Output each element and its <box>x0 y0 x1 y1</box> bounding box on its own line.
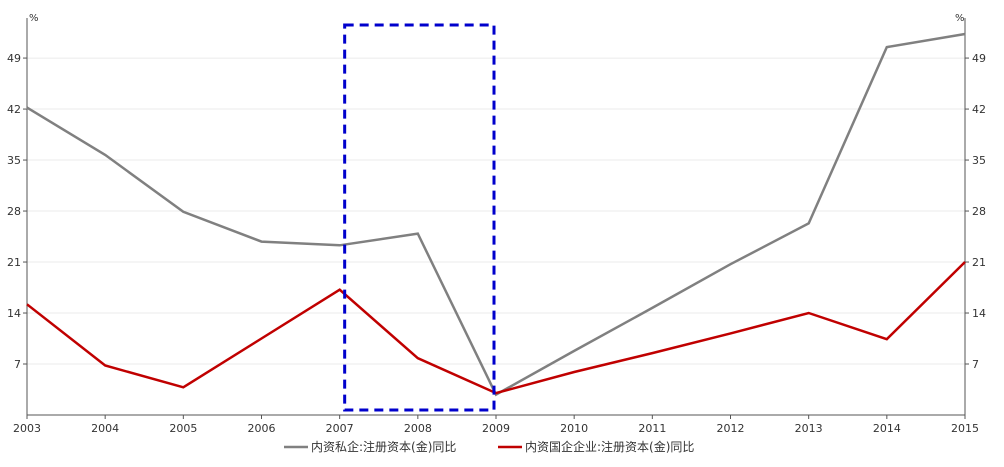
axes: 7 14 21 28 35 42 49 7 14 21 28 35 42 49% % 2003 2004 2005… <box>7 13 986 435</box>
y-right-tick-label: 14 <box>972 307 986 320</box>
y-right-tick-label: 49 <box>972 52 986 65</box>
y-left-tick-label: 7 <box>14 358 21 371</box>
x-tick-label: 2014 <box>873 422 901 435</box>
x-tick-label: 2012 <box>717 422 745 435</box>
y-left-tick-label: 49 <box>7 52 21 65</box>
x-tick-label: 2009 <box>482 422 510 435</box>
y-left-tick-label: 35 <box>7 154 21 167</box>
legend-label-1: 内资私企:注册资本(金)同比 <box>311 439 456 454</box>
y-right-tick-label: 35 <box>972 154 986 167</box>
highlight-box <box>343 23 496 412</box>
series-lines <box>26 32 966 397</box>
x-tick-label: 2003 <box>13 422 41 435</box>
highlight-box-group <box>343 23 496 412</box>
y-right-tick-label: 28 <box>972 205 986 218</box>
series-line-1 <box>26 32 966 397</box>
x-tick-label: 2004 <box>91 422 119 435</box>
y-left-tick-label: 14 <box>7 307 21 320</box>
x-tick-label: 2007 <box>326 422 354 435</box>
x-tick-label: 2015 <box>951 422 979 435</box>
y-right-unit: % <box>955 13 965 24</box>
x-tick-label: 2006 <box>248 422 276 435</box>
y-left-tick-label: 42 <box>7 103 21 116</box>
legend: 内资私企:注册资本(金)同比 内资国企企业:注册资本(金)同比 <box>284 439 694 454</box>
y-left-unit: % <box>29 13 39 24</box>
series-line-2 <box>26 261 966 395</box>
x-tick-label: 2005 <box>169 422 197 435</box>
x-tick-label: 2010 <box>560 422 588 435</box>
y-right-tick-label: 21 <box>972 256 986 269</box>
x-tick-label: 2008 <box>404 422 432 435</box>
x-tick-label: 2011 <box>638 422 666 435</box>
y-right-tick-label: 42 <box>972 103 986 116</box>
legend-label-2: 内资国企企业:注册资本(金)同比 <box>525 439 694 454</box>
y-left-tick-label: 21 <box>7 256 21 269</box>
y-right-tick-label: 7 <box>972 358 979 371</box>
x-tick-label: 2013 <box>795 422 823 435</box>
y-left-tick-label: 28 <box>7 205 21 218</box>
